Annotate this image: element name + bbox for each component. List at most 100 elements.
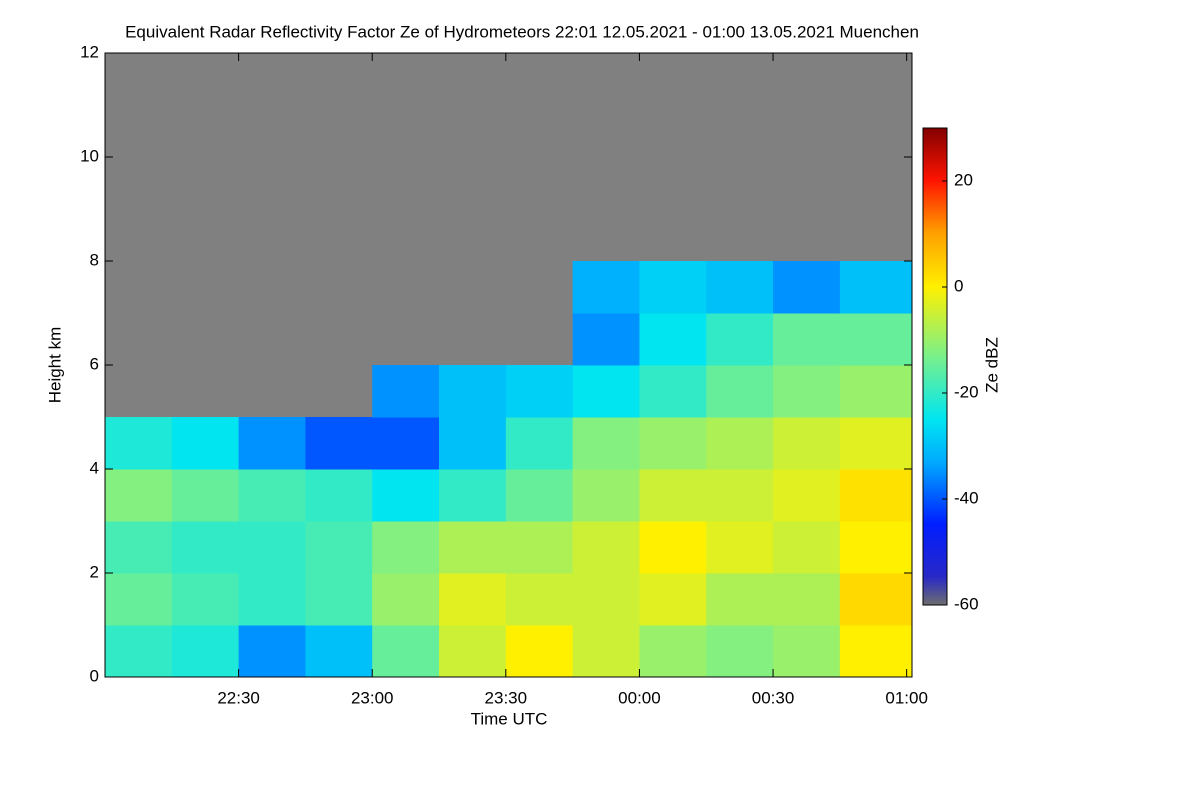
heatmap-cell <box>439 417 507 470</box>
heatmap-cell <box>372 625 440 678</box>
heatmap-cell <box>706 625 774 678</box>
heatmap-cell <box>572 625 640 678</box>
heatmap-cell <box>639 365 707 418</box>
y-tick-label: 4 <box>90 458 99 477</box>
heatmap-cell <box>505 417 574 470</box>
heatmap-cell <box>706 521 774 574</box>
heatmap-cell <box>839 521 913 574</box>
heatmap-cell <box>439 469 507 522</box>
heatmap-cell <box>105 521 173 574</box>
heatmap-cell <box>505 521 574 574</box>
heatmap-cell <box>305 417 373 470</box>
heatmap-cell <box>639 261 707 314</box>
heatmap-cell <box>171 469 240 522</box>
heatmap-cell <box>372 573 440 626</box>
heatmap-cell <box>839 625 913 678</box>
heatmap-cell <box>439 365 507 418</box>
heatmap-cell <box>639 313 707 366</box>
heatmap-cell <box>171 625 240 678</box>
heatmap-cell <box>439 573 507 626</box>
colorbar <box>922 127 948 606</box>
heatmap-cell <box>305 625 373 678</box>
heatmap-cell <box>505 625 574 678</box>
heatmap-cell <box>706 313 774 366</box>
heatmap-cell <box>572 365 640 418</box>
heatmap-cell <box>706 261 774 314</box>
y-tick-label: 0 <box>90 666 99 685</box>
colorbar-tick-label: 0 <box>954 276 963 295</box>
heatmap-cell <box>238 521 306 574</box>
x-tick-label: 00:30 <box>752 688 795 707</box>
heatmap-cell <box>773 365 841 418</box>
heatmap-cell <box>572 417 640 470</box>
heatmap-cell <box>439 625 507 678</box>
y-axis-label: Height km <box>45 327 64 404</box>
heatmap-cell <box>839 261 913 314</box>
heatmap-cell <box>171 573 240 626</box>
heatmap-cell <box>439 521 507 574</box>
heatmap-cell <box>105 573 173 626</box>
y-tick-label: 10 <box>80 146 99 165</box>
heatmap-cell <box>372 521 440 574</box>
heatmap-cell <box>238 469 306 522</box>
y-tick-label: 2 <box>90 562 99 581</box>
heatmap-cell <box>572 469 640 522</box>
heatmap-cell <box>171 417 240 470</box>
x-tick-label: 23:30 <box>485 688 528 707</box>
x-tick-label: 00:00 <box>618 688 661 707</box>
chart-title: Equivalent Radar Reflectivity Factor Ze … <box>125 22 919 41</box>
heatmap-cell <box>706 469 774 522</box>
heatmap-cell <box>505 365 574 418</box>
heatmap-cell <box>773 625 841 678</box>
heatmap-cell <box>639 469 707 522</box>
y-tick-label: 12 <box>80 42 99 61</box>
heatmap-cell <box>572 573 640 626</box>
heatmap-cell <box>773 469 841 522</box>
heatmap-cell <box>639 625 707 678</box>
colorbar-tick-label: -40 <box>954 488 979 507</box>
heatmap-cell <box>773 261 841 314</box>
heatmap-cell <box>505 573 574 626</box>
heatmap-cell <box>505 469 574 522</box>
heatmap-cell <box>773 573 841 626</box>
heatmap-cell <box>839 573 913 626</box>
colorbar-tick-label: -20 <box>954 382 979 401</box>
heatmap-cell <box>105 417 173 470</box>
heatmap-cell <box>773 313 841 366</box>
heatmap-cell <box>238 417 306 470</box>
heatmap-cell <box>639 417 707 470</box>
heatmap-cell <box>572 521 640 574</box>
heatmap-cell <box>839 313 913 366</box>
x-tick-label: 23:00 <box>351 688 394 707</box>
heatmap-cell <box>372 365 440 418</box>
heatmap-cell <box>839 469 913 522</box>
heatmap-cell <box>238 573 306 626</box>
heatmap-cell <box>572 261 640 314</box>
heatmap-cell <box>305 521 373 574</box>
heatmap-cell <box>305 573 373 626</box>
heatmap-cell <box>639 573 707 626</box>
heatmap-cell <box>639 521 707 574</box>
heatmap-cell <box>372 417 440 470</box>
heatmap-cell <box>773 521 841 574</box>
heatmap-cell <box>572 313 640 366</box>
heatmap-cell <box>105 469 173 522</box>
heatmap-cell <box>706 365 774 418</box>
colorbar-label: Ze dBZ <box>982 337 1001 393</box>
heatmap-cell <box>105 625 173 678</box>
colorbar-tick-label: 20 <box>954 170 973 189</box>
heatmap-cell <box>839 417 913 470</box>
x-tick-label: 01:00 <box>885 688 928 707</box>
x-axis-label: Time UTC <box>471 709 548 728</box>
heatmap-cell <box>171 521 240 574</box>
colorbar-tick-label: -60 <box>954 594 979 613</box>
heatmap-cell <box>839 365 913 418</box>
heatmap-cell <box>305 469 373 522</box>
heatmap-cell <box>238 625 306 678</box>
x-tick-label: 22:30 <box>217 688 260 707</box>
y-tick-label: 8 <box>90 250 99 269</box>
heatmap-cell <box>372 469 440 522</box>
heatmap-cell <box>706 573 774 626</box>
y-tick-label: 6 <box>90 354 99 373</box>
